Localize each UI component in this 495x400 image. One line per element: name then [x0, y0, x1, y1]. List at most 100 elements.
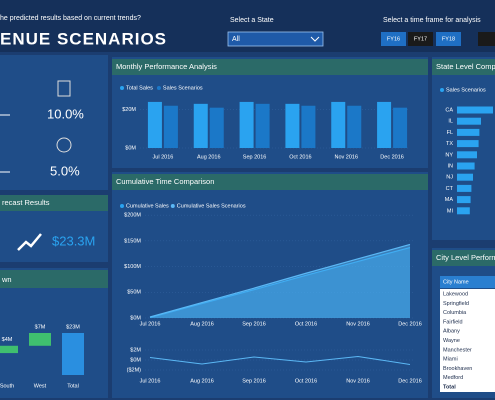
- bar: [457, 106, 493, 114]
- bar: [147, 101, 162, 148]
- legend-label: Cumulative Sales: [126, 203, 169, 209]
- kpi-value: 5.0%: [50, 163, 80, 178]
- x-tick-label: Jul 2016: [140, 321, 161, 327]
- panel-header: [112, 174, 428, 190]
- time-button[interactable]: [408, 32, 433, 46]
- legend-dot: [440, 88, 444, 92]
- x-tick-label: Sep 2016: [242, 378, 266, 384]
- bar: [377, 101, 392, 148]
- city-name: Fairfield: [443, 319, 463, 325]
- bar: [457, 140, 479, 148]
- city-name: Springfield: [443, 301, 469, 307]
- x-tick-label: Oct 2016: [289, 154, 311, 160]
- x-tick-label: South: [0, 383, 14, 389]
- x-tick-label: Dec 2016: [398, 378, 422, 384]
- y-tick-label: $100M: [124, 264, 141, 270]
- title: ENUE SCENARIOS: [0, 29, 167, 48]
- dropdown-arrow: [310, 36, 320, 42]
- bar: [255, 103, 270, 148]
- panel-title: wn: [1, 275, 12, 284]
- panel-title: Cumulative Time Comparison: [116, 177, 214, 186]
- legend-label: Total Sales: [126, 85, 153, 91]
- state-value: All: [232, 36, 240, 43]
- legend-label: Sales Scenarios: [446, 87, 486, 93]
- table-body: [440, 289, 495, 392]
- state-label: Select a State: [230, 17, 274, 24]
- time-button[interactable]: [436, 32, 461, 46]
- legend-dot: [170, 204, 175, 208]
- y-tick-label: CA: [445, 107, 453, 113]
- icon: [56, 137, 72, 153]
- bar: [285, 103, 300, 148]
- panel-title: City Level Perform: [436, 253, 495, 262]
- time-button-label: FY16: [387, 36, 400, 42]
- bar: [331, 101, 346, 148]
- x-tick-label: Nov 2016: [346, 321, 370, 327]
- bar: [457, 117, 481, 125]
- y-tick-label: MI: [447, 208, 454, 214]
- city-name: Wayne: [443, 338, 460, 344]
- legend-dot: [156, 86, 161, 90]
- panel-title: recast Results: [2, 198, 50, 207]
- bar: [347, 105, 362, 148]
- x-tick-label: Aug 2016: [197, 154, 221, 160]
- bar: [457, 151, 477, 159]
- bar: [457, 196, 471, 204]
- panel-header: [432, 250, 495, 266]
- time-button[interactable]: [381, 32, 406, 46]
- table-header: [440, 276, 495, 288]
- x-tick-label: Jul 2016: [153, 154, 174, 160]
- y-tick-label: $2M: [130, 347, 141, 353]
- x-tick-label: Sep 2016: [242, 321, 266, 327]
- y-tick-label: FL: [447, 130, 453, 136]
- panel-title: State Level Comp: [436, 62, 495, 71]
- y-tick-label: IN: [448, 163, 454, 169]
- y-tick-label: $20M: [122, 107, 136, 113]
- city-name: Lakewood: [443, 291, 468, 297]
- panel-title: Monthly Performance Analysis: [116, 62, 217, 71]
- bar: [239, 101, 254, 148]
- bar: [457, 162, 475, 170]
- x-tick-label: Nov 2016: [346, 378, 370, 384]
- y-tick-label: TX: [446, 141, 453, 147]
- y-tick-label: $50M: [127, 290, 141, 296]
- table-header-text: City Name: [443, 279, 469, 285]
- bar: [457, 184, 472, 192]
- icon: [57, 80, 71, 97]
- x-tick-label: Oct 2016: [295, 378, 317, 384]
- bar: [457, 173, 473, 181]
- city-name: Albany: [443, 329, 460, 335]
- time-button-label: FY18: [442, 36, 455, 42]
- data-label: $7M: [35, 324, 46, 330]
- panel-header: [0, 195, 108, 211]
- time-button-label: FY17: [414, 36, 427, 42]
- legend-label: Cumulative Sales Scenarios: [177, 203, 246, 209]
- y-tick-label: ($2M): [127, 367, 142, 373]
- x-tick-label: Aug 2016: [190, 378, 214, 384]
- panel-header: [432, 59, 495, 75]
- state-dropdown[interactable]: [227, 31, 324, 47]
- city-name: Brookhaven: [443, 366, 472, 372]
- city-name: Miami: [443, 357, 458, 363]
- bar: [193, 103, 208, 148]
- extra-button[interactable]: [478, 32, 495, 46]
- waterfall-panel: [0, 268, 108, 398]
- city-name: Columbia: [443, 310, 467, 316]
- legend-dot: [120, 86, 124, 90]
- question: he predicted results based on current tr…: [0, 15, 141, 22]
- x-tick-label: Jul 2016: [140, 378, 161, 384]
- panel-header: [112, 59, 428, 75]
- y-tick-label: MA: [445, 197, 454, 203]
- bar: [0, 345, 18, 354]
- x-tick-label: Nov 2016: [334, 154, 358, 160]
- bar: [163, 105, 178, 148]
- y-tick-label: IL: [448, 119, 453, 125]
- y-tick-label: $0M: [125, 145, 136, 151]
- y-tick-label: NJ: [446, 175, 453, 181]
- legend-dot: [120, 204, 124, 208]
- y-tick-label: $200M: [124, 213, 141, 219]
- bar: [29, 333, 51, 346]
- x-tick-label: Dec 2016: [398, 321, 422, 327]
